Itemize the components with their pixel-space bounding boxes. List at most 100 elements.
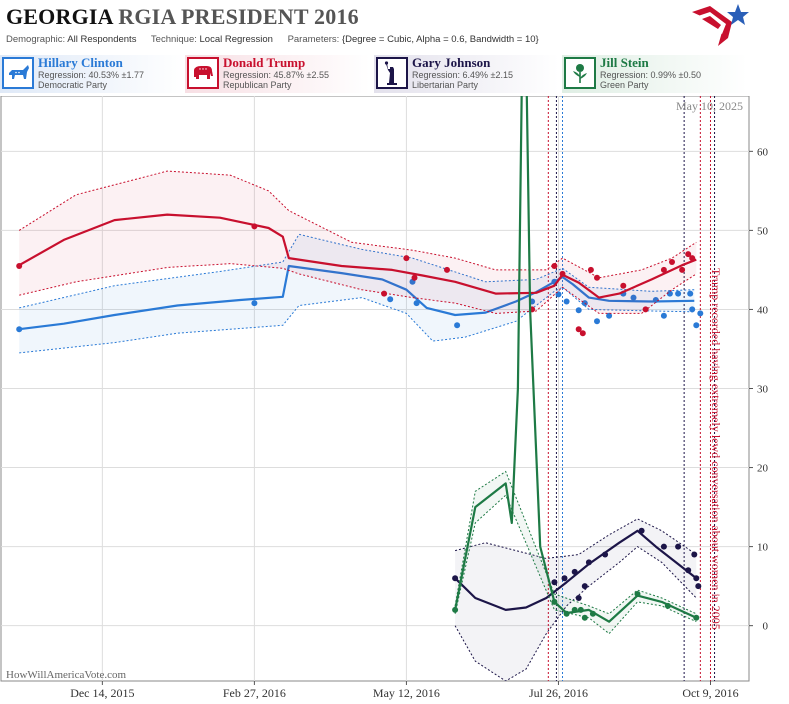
y-tick-label: 30 bbox=[757, 384, 769, 396]
x-axis: Dec 14, 2015 Feb 27, 2016 May 12, 2016 Jul … bbox=[70, 681, 739, 700]
poll-point bbox=[575, 326, 582, 333]
poll-point bbox=[251, 300, 258, 307]
poll-point bbox=[551, 579, 558, 586]
technique-value: Local Regression bbox=[199, 34, 273, 45]
poll-point bbox=[551, 598, 558, 605]
donkey-icon bbox=[2, 57, 34, 89]
candidate-party: Green Party bbox=[600, 80, 649, 90]
x-tick-label: May 12, 2016 bbox=[373, 686, 440, 700]
candidate-card-stein: Jill Stein Regression: 0.99% ±0.50 Green… bbox=[562, 55, 747, 93]
lower-bound-line bbox=[454, 545, 697, 681]
chart-header: GEORGIA RGIA PRESIDENT 2016 Demographic:… bbox=[0, 0, 789, 96]
poll-point bbox=[575, 307, 582, 314]
poll-point bbox=[669, 259, 675, 265]
poll-point bbox=[594, 318, 600, 325]
poll-point bbox=[571, 568, 578, 575]
poll-point bbox=[16, 263, 23, 269]
elephant-icon bbox=[187, 57, 219, 89]
x-tick-label: Oct 9, 2016 bbox=[682, 686, 738, 700]
poll-point bbox=[563, 298, 570, 305]
candidate-regression: Regression: 6.49% ±2.15 bbox=[412, 70, 513, 80]
poll-point bbox=[602, 551, 609, 558]
poll-point bbox=[387, 296, 394, 303]
upper-bound-line bbox=[19, 233, 695, 309]
parameters-line: Demographic: All Respondents Technique: … bbox=[6, 34, 539, 45]
y-tick-label: 60 bbox=[757, 146, 769, 158]
poll-point bbox=[452, 606, 459, 613]
x-tick-label: Dec 14, 2015 bbox=[70, 686, 134, 700]
state-name: GEORGIA bbox=[6, 4, 113, 29]
upper-bound-line bbox=[18, 170, 697, 279]
poll-point bbox=[571, 606, 578, 613]
candidate-name: Gary Johnson bbox=[412, 55, 491, 70]
poll-point bbox=[675, 290, 682, 297]
poll-point bbox=[695, 583, 702, 590]
date-stamp: May 10, 2025 bbox=[676, 99, 743, 113]
technique-label: Technique: bbox=[150, 34, 197, 45]
poll-point bbox=[581, 614, 588, 621]
trend-line bbox=[454, 96, 697, 623]
candidate-regression: Regression: 45.87% ±2.55 bbox=[223, 70, 330, 80]
upper-bound-line bbox=[454, 470, 697, 615]
parameters-label: Parameters: bbox=[287, 34, 340, 45]
poll-point bbox=[575, 595, 582, 601]
poll-point bbox=[581, 583, 588, 590]
poll-point bbox=[666, 290, 673, 297]
candidate-name: Hillary Clinton bbox=[38, 55, 123, 70]
demographic-value: All Respondents bbox=[67, 34, 137, 45]
poll-point bbox=[559, 270, 566, 277]
x-tick-label: Feb 27, 2016 bbox=[223, 686, 286, 700]
candidate-card-johnson: Gary Johnson Regression: 6.49% ±2.15 Lib… bbox=[374, 55, 559, 93]
candidate-regression: Regression: 0.99% ±0.50 bbox=[600, 70, 701, 80]
candidate-regression: Regression: 40.53% ±1.77 bbox=[38, 70, 145, 80]
y-tick-label: 10 bbox=[757, 542, 769, 554]
confidence-band bbox=[19, 171, 697, 314]
x-tick-label: Jul 26, 2016 bbox=[529, 686, 588, 700]
poll-point bbox=[585, 559, 592, 566]
candidate-name: Donald Trump bbox=[223, 55, 306, 70]
poll-point bbox=[589, 610, 596, 617]
parameters-value: {Degree = Cubic, Alpha = 0.6, Bandwidth … bbox=[341, 34, 539, 45]
poll-point bbox=[685, 251, 692, 258]
poll-point bbox=[660, 543, 667, 550]
poll-point bbox=[660, 312, 667, 319]
y-tick-label: 40 bbox=[757, 304, 769, 316]
series-donald-trump bbox=[16, 170, 697, 337]
y-tick-label: 50 bbox=[757, 225, 769, 237]
confidence-band bbox=[455, 518, 697, 681]
poll-point bbox=[652, 297, 659, 303]
poll-point bbox=[551, 263, 558, 269]
y-tick-label: 0 bbox=[763, 621, 769, 633]
trend-line bbox=[18, 213, 697, 299]
y-tick-label: 20 bbox=[757, 463, 769, 475]
poll-point bbox=[687, 290, 694, 297]
poll-point bbox=[411, 274, 418, 281]
trend-line bbox=[454, 529, 697, 611]
poll-point bbox=[577, 606, 584, 613]
candidate-card-trump: Donald Trump Regression: 45.87% ±2.55 Re… bbox=[185, 55, 370, 93]
poll-point bbox=[620, 282, 627, 289]
liberty-statue-icon bbox=[376, 57, 408, 89]
poll-point bbox=[16, 326, 23, 333]
confidence-band bbox=[19, 234, 695, 353]
poll-point bbox=[587, 266, 594, 273]
poll-point bbox=[642, 306, 649, 313]
poll-point bbox=[381, 290, 388, 297]
poll-point bbox=[697, 310, 704, 317]
candidate-party: Libertarian Party bbox=[412, 80, 479, 90]
poll-point bbox=[689, 255, 696, 262]
event-annotation: Trump recorded having extremely lewd con… bbox=[709, 268, 723, 630]
poll-point bbox=[403, 255, 410, 262]
poll-point bbox=[606, 312, 613, 319]
poll-point bbox=[634, 591, 641, 597]
poll-point bbox=[563, 610, 570, 617]
event-lines bbox=[547, 96, 716, 681]
series-layer bbox=[16, 96, 704, 681]
poll-point bbox=[693, 322, 700, 329]
poll-point bbox=[413, 300, 420, 307]
site-logo-icon bbox=[692, 4, 749, 46]
poll-point bbox=[691, 551, 698, 558]
poll-chart: 0 10 20 30 40 50 60 Dec 14, 2015 Feb 27, 2016 Ma… bbox=[0, 96, 769, 700]
poll-point bbox=[675, 543, 682, 550]
poll-point bbox=[561, 575, 568, 582]
